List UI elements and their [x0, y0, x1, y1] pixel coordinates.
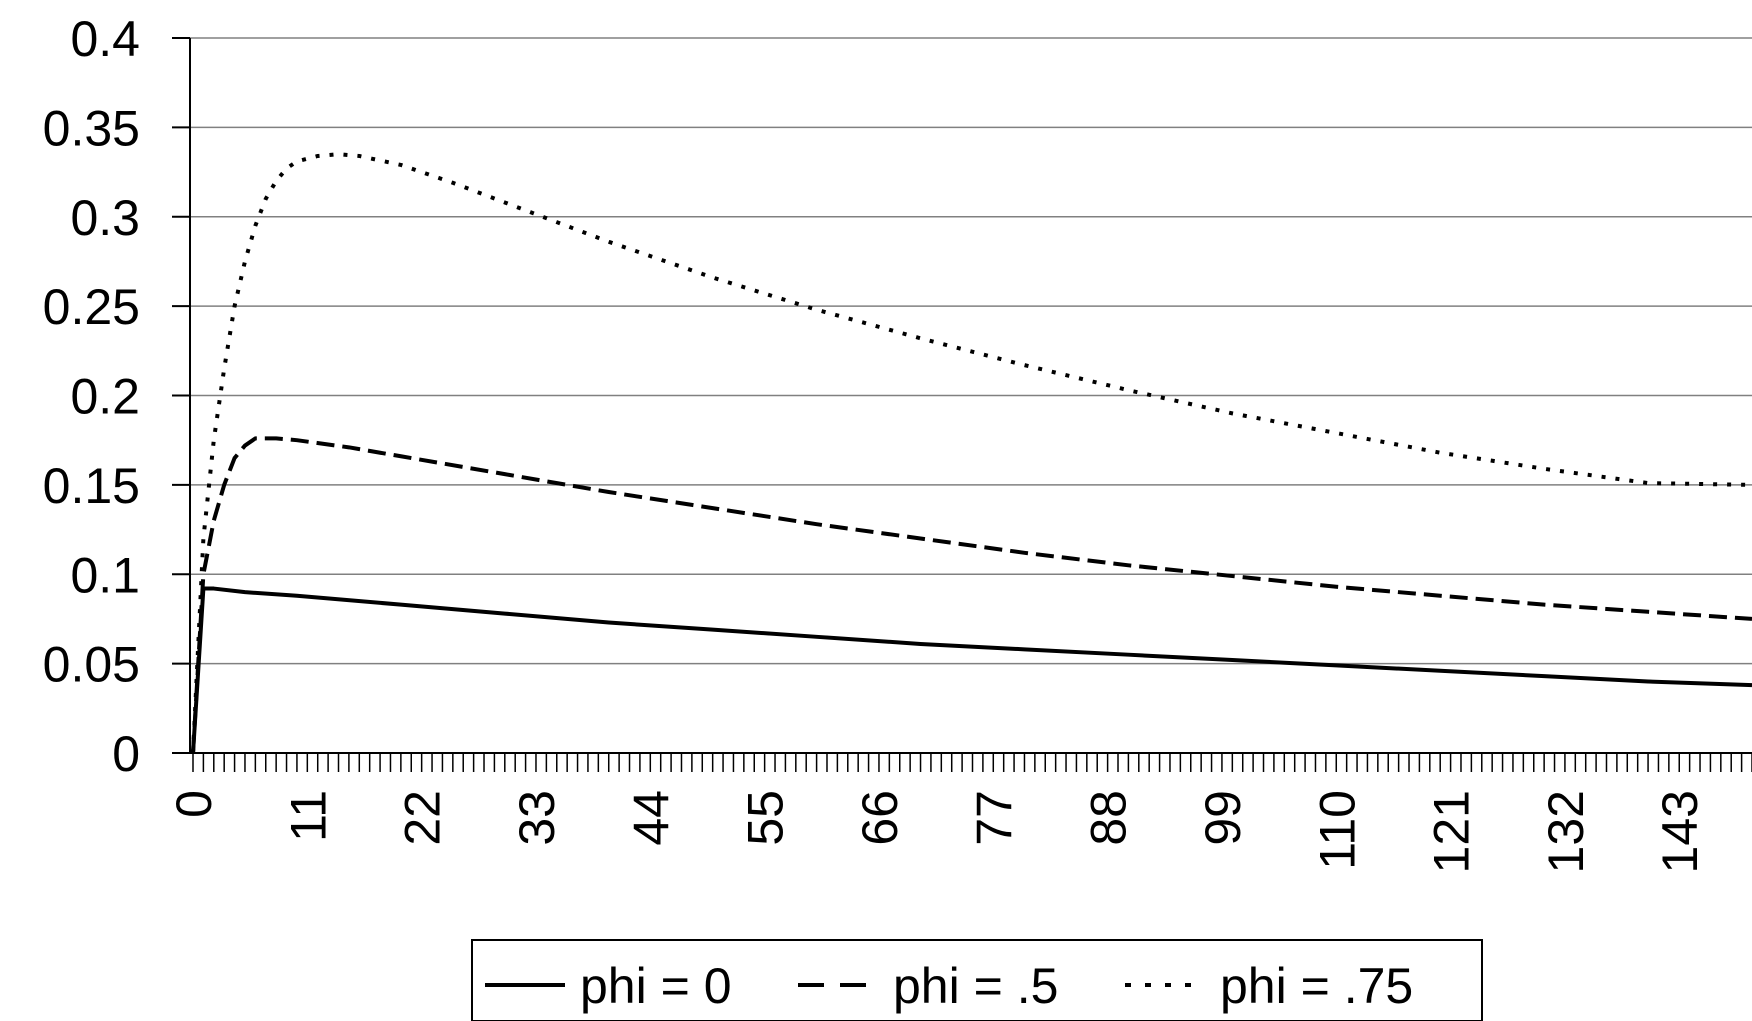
x-tick-label: 110 [1309, 790, 1365, 870]
y-tick-label: 0.4 [70, 11, 140, 67]
x-tick-label: 88 [1081, 790, 1137, 846]
series-line-3 [191, 152, 1752, 754]
legend-label-3: phi = .75 [1220, 958, 1413, 1014]
y-tick-label: 0.25 [43, 279, 140, 335]
x-tick-label: 77 [966, 790, 1022, 846]
y-axis-ticks: 0 0.05 0.1 0.15 0.2 0.25 0.3 0.35 0.4 [43, 11, 190, 782]
x-tick-label: 11 [280, 790, 336, 842]
y-tick-label: 0 [112, 726, 140, 782]
y-tick-label: 0.1 [70, 547, 140, 603]
y-tick-label: 0.35 [43, 100, 140, 156]
series-line-1 [191, 586, 1752, 754]
y-tick-label: 0.05 [43, 637, 140, 693]
x-tick-label: 143 [1652, 790, 1708, 873]
y-tick-label: 0.3 [70, 190, 140, 246]
x-tick-label: 33 [509, 790, 565, 846]
legend-label-1: phi = 0 [580, 958, 732, 1014]
x-tick-label: 55 [738, 790, 794, 846]
x-tick-label: 44 [623, 790, 679, 846]
series-lines [191, 152, 1752, 754]
gridlines [190, 37, 1752, 665]
legend-label-2: phi = .5 [893, 958, 1058, 1014]
x-tick-label: 121 [1424, 790, 1480, 873]
x-axis-ticks: 0 11 22 33 44 55 66 77 88 99 110 121 132 143 [166, 753, 1752, 873]
legend: phi = 0 phi = .5 phi = .75 [471, 939, 1483, 1021]
y-tick-label: 0.15 [43, 458, 140, 514]
x-tick-label: 66 [852, 790, 908, 846]
x-tick-label: 132 [1538, 790, 1594, 873]
y-tick-label: 0.2 [70, 369, 140, 425]
legend-box [471, 939, 1483, 1021]
x-tick-label: 0 [166, 790, 222, 818]
x-tick-label: 22 [395, 790, 451, 846]
x-tick-label: 99 [1195, 790, 1251, 846]
series-line-2 [191, 436, 1752, 754]
